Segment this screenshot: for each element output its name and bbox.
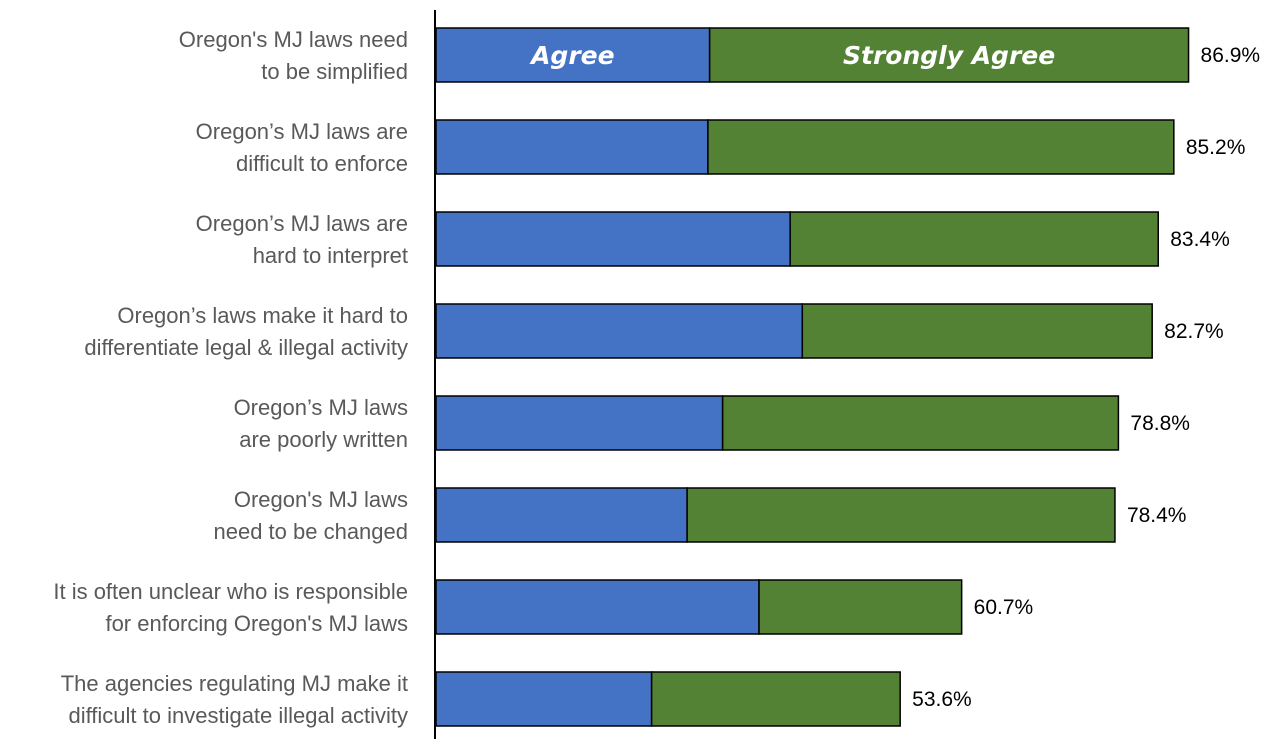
bar-agree-5 [435,487,688,543]
total-label-2: 83.4% [1170,228,1230,251]
bar-strongly-agree-7 [650,671,901,727]
bar-strongly-agree-2 [789,211,1159,267]
bar-strongly-agree-3 [801,303,1153,359]
bar-strongly-agree-6 [758,579,963,635]
total-label-5: 78.4% [1127,504,1187,527]
category-label-5: Oregon's MJ laws need to be changed [213,487,408,544]
bar-agree-7 [435,671,653,727]
category-label-1: Oregon’s MJ laws are difficult to enforce [196,119,408,176]
bar-agree-1 [435,119,709,175]
bar-agree-4 [435,395,724,451]
bar-agree-3 [435,303,804,359]
category-label-7: The agencies regulating MJ make it diffic… [61,671,408,728]
bar-strongly-agree-5 [686,487,1116,543]
series-label-strongly-agree: Strongly Agree [843,41,1055,70]
bar-agree-2 [435,211,791,267]
total-label-1: 85.2% [1186,136,1246,159]
bar-agree-6 [435,579,760,635]
total-label-4: 78.8% [1130,412,1190,435]
category-label-6: It is often unclear who is responsible fo… [53,579,408,636]
category-label-4: Oregon’s MJ laws are poorly written [234,395,408,452]
total-label-3: 82.7% [1164,320,1224,343]
total-label-6: 60.7% [974,596,1034,619]
category-label-2: Oregon’s MJ laws are hard to interpret [196,211,408,268]
bar-strongly-agree-1 [707,119,1175,175]
total-label-7: 53.6% [912,688,972,711]
series-label-agree: Agree [529,41,614,70]
bar-strongly-agree-4 [721,395,1120,451]
category-label-3: Oregon’s laws make it hard to differentia… [84,303,408,360]
bar-strongly-agree-0 [708,27,1190,83]
category-label-0: Oregon's MJ laws need to be simplified [179,27,408,84]
total-label-0: 86.9% [1201,44,1261,67]
